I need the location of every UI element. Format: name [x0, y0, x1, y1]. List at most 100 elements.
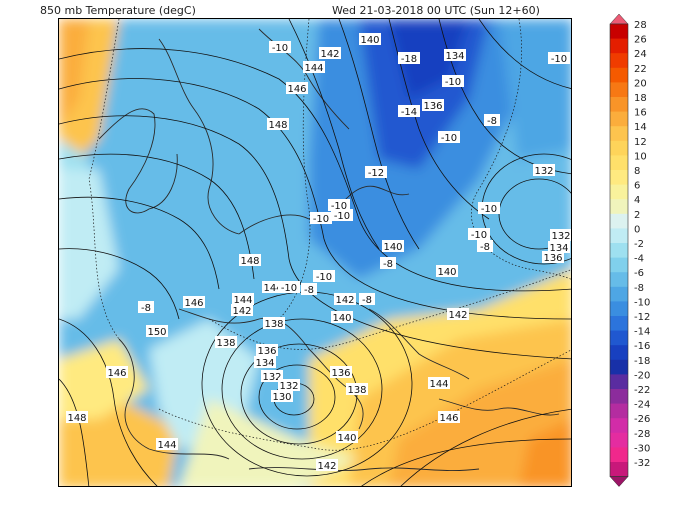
colorbar-tick-label: 10: [634, 151, 647, 162]
colorbar-tick-label: 20: [634, 78, 647, 89]
temperature-colorbar: 28 26 24 22 20 18 16 14 12 10 8 6 4 2 0 -2 -4 -6 -8 -10 -12-…: [608, 12, 687, 502]
geopotential-label-bg: [334, 293, 356, 305]
temperature-labels: -10-10-10-18-14-8-10-12-10-10-8-10-10-10…: [138, 41, 570, 314]
temperature-label: -8: [487, 116, 497, 127]
geopotential-label-bg: [215, 336, 237, 348]
temperature-label-bg: [328, 199, 350, 211]
colorbar-swatch: [610, 286, 628, 302]
colorbar-tick-label: 28: [634, 20, 647, 31]
geopotential-label: 136: [331, 368, 350, 379]
geopotential-label: 138: [264, 319, 283, 330]
geopotential-label-bg: [231, 304, 253, 316]
temperature-label-bg: [398, 105, 420, 117]
geopotential-label-bg: [232, 293, 254, 305]
geopotential-label: 132: [262, 372, 281, 383]
geopotential-label: 138: [347, 385, 366, 396]
temperature-label: -14: [401, 107, 417, 118]
geopotential-label-bg: [428, 377, 450, 389]
temperature-label: -10: [551, 54, 567, 65]
temperature-label: -10: [281, 283, 297, 294]
geopotential-label-bg: [550, 229, 571, 241]
colorbar-swatch: [610, 243, 628, 259]
geopotential-label-bg: [286, 82, 308, 94]
colorbar-tick-label: -8: [634, 283, 644, 294]
colorbar-swatch: [610, 213, 628, 229]
temperature-label-bg: [468, 228, 490, 240]
temperature-label-bg: [548, 52, 570, 64]
colorbar-tick-label: -20: [634, 370, 650, 381]
temperature-label: -10: [334, 211, 350, 222]
colorbar-swatch: [610, 403, 628, 419]
colorbar-tick-label: 26: [634, 35, 647, 46]
temperature-label-bg: [478, 202, 500, 214]
geopotential-label: 144: [157, 440, 176, 451]
colorbar-tick-label: 18: [634, 93, 647, 104]
temperature-label: -10: [313, 214, 329, 225]
temperature-label-bg: [477, 240, 493, 252]
chart-title: 850 mb Temperature (degC): [40, 4, 196, 17]
geopotential-label-bg: [336, 431, 358, 443]
geopotential-label-bg: [261, 370, 283, 382]
valid-time-label: Wed 21-03-2018 00 UTC (Sun 12+60): [332, 4, 540, 17]
colorbar-swatch: [610, 184, 628, 200]
colorbar-tick-label: 4: [634, 195, 640, 206]
geopotential-label: 144: [233, 295, 252, 306]
temperature-label: -12: [368, 168, 384, 179]
temperature-label: -8: [480, 242, 490, 253]
colorbar-tick-label: 16: [634, 108, 647, 119]
geopotential-label-bg: [436, 265, 458, 277]
geopotential-label: 134: [549, 243, 568, 254]
colorbar-swatch: [610, 359, 628, 375]
colorbar-top-arrow: [609, 13, 629, 25]
temperature-label: -10: [471, 230, 487, 241]
geopotential-label: 140: [332, 313, 351, 324]
geopotential-label-bg: [254, 356, 276, 368]
colorbar-swatch: [610, 199, 628, 215]
temperature-label: -10: [445, 77, 461, 88]
colorbar-tick-label: -26: [634, 414, 650, 425]
geopotential-label: 132: [551, 231, 570, 242]
geopotential-label: 146: [439, 413, 458, 424]
colorbar-swatch: [610, 316, 628, 332]
temperature-label: -8: [383, 259, 393, 270]
geopotential-label-bg: [422, 99, 444, 111]
colorbar-swatch: [610, 67, 628, 83]
colorbar-tick-label: -2: [634, 239, 644, 250]
colorbar-tick-label: -16: [634, 341, 650, 352]
geopotential-label: 134: [445, 51, 464, 62]
geopotential-label-bg: [330, 366, 352, 378]
geopotential-label: 144: [429, 379, 448, 390]
colorbar-swatch: [610, 462, 628, 478]
colorbar-swatch: [610, 126, 628, 142]
geopotential-label: 140: [337, 433, 356, 444]
geopotential-label-bg: [319, 47, 341, 59]
colorbar-tick-label: -24: [634, 400, 650, 411]
temperature-label: -8: [304, 285, 314, 296]
geopotential-label: 142: [232, 306, 251, 317]
colorbar-bottom-arrow: [609, 476, 629, 487]
geopotential-label-bg: [331, 311, 353, 323]
colorbar-swatch: [610, 82, 628, 98]
temperature-label-bg: [278, 281, 300, 293]
geopotential-label-bg: [66, 411, 88, 423]
colorbar-outline: [609, 23, 629, 477]
temperature-label: -10: [441, 133, 457, 144]
colorbar-tick-label: 12: [634, 137, 647, 148]
temperature-label: -8: [362, 295, 372, 306]
geopotential-label-bg: [267, 118, 289, 130]
geopotential-label-bg: [316, 459, 338, 471]
colorbar-tick-label: 14: [634, 122, 647, 133]
temperature-label-bg: [331, 209, 353, 221]
geopotential-label-bg: [156, 438, 178, 450]
colorbar-swatch: [610, 432, 628, 448]
geopotential-label-bg: [346, 383, 368, 395]
temperature-label-bg: [442, 75, 464, 87]
colorbar-tick-label: 6: [634, 181, 640, 192]
geopotential-label: 132: [534, 166, 553, 177]
geopotential-label: 130: [272, 392, 291, 403]
geopotential-label-bg: [548, 241, 570, 253]
geopotential-label: 140: [383, 242, 402, 253]
colorbar-swatch: [610, 301, 628, 317]
geopotential-label: 136: [257, 346, 276, 357]
temperature-label: -10: [331, 201, 347, 212]
